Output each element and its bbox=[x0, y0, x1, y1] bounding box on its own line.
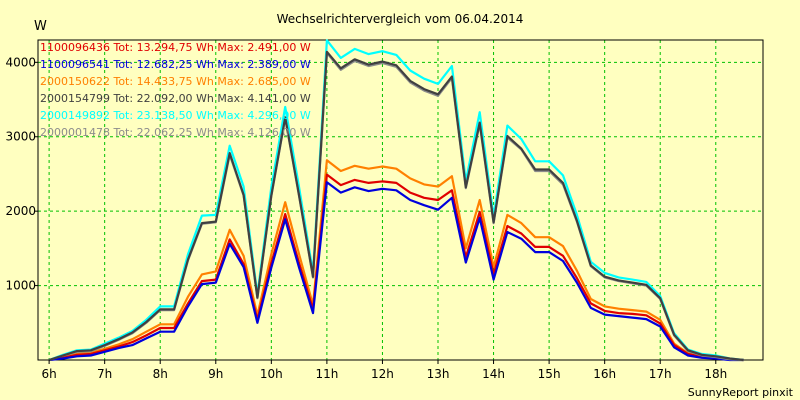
x-tick-label-12: 18h bbox=[704, 367, 727, 381]
footer-credit: SunnyReport pinxit bbox=[688, 386, 794, 399]
legend-entry-2000001478: 2000001478 Tot: 22.062,25 Wh Max: 4.126,… bbox=[40, 126, 311, 139]
series-line-2000150622 bbox=[48, 159, 744, 362]
x-tick-label-1: 7h bbox=[97, 367, 112, 381]
grid bbox=[38, 40, 763, 360]
y-axis-ticks: 1000 2000 3000 4000 bbox=[5, 55, 38, 293]
chart-title: Wechselrichtervergleich vom 06.04.2014 bbox=[277, 12, 524, 26]
x-tick-label-6: 12h bbox=[371, 367, 394, 381]
x-tick-label-2: 8h bbox=[153, 367, 168, 381]
y-tick-label-3: 4000 bbox=[5, 55, 36, 69]
y-tick-label-1: 2000 bbox=[5, 204, 36, 218]
x-tick-label-8: 14h bbox=[482, 367, 505, 381]
x-tick-label-5: 11h bbox=[315, 367, 338, 381]
series-line-2000154799 bbox=[48, 50, 744, 362]
legend-entry-2000154799: 2000154799 Tot: 22.092,00 Wh Max: 4.141,… bbox=[40, 92, 311, 105]
y-axis-unit: W bbox=[34, 19, 47, 34]
series-line-1100096436 bbox=[48, 173, 744, 362]
x-tick-label-3: 9h bbox=[208, 367, 223, 381]
series-lines bbox=[48, 39, 744, 362]
series-line-1100096541 bbox=[48, 181, 744, 362]
legend-entry-2000149892: 2000149892 Tot: 23.138,50 Wh Max: 4.296,… bbox=[40, 109, 311, 122]
legend-entry-2000150622: 2000150622 Tot: 14.433,75 Wh Max: 2.685,… bbox=[40, 75, 311, 88]
x-tick-label-7: 13h bbox=[427, 367, 450, 381]
legend-entry-1100096436: 1100096436 Tot: 13.294,75 Wh Max: 2.491,… bbox=[40, 41, 311, 54]
x-tick-label-0: 6h bbox=[41, 367, 56, 381]
y-tick-label-2: 3000 bbox=[5, 130, 36, 144]
x-tick-label-9: 15h bbox=[538, 367, 561, 381]
x-axis-ticks: 6h 7h 8h 9h 10h 11h 12h 13h 14h 15h 16h 17h 18h bbox=[41, 360, 727, 381]
series-line-2000149892 bbox=[48, 39, 744, 362]
plot-frame bbox=[37, 39, 764, 361]
legend-entry-1100096541: 1100096541 Tot: 12.682,25 Wh Max: 2.389,… bbox=[40, 58, 311, 71]
x-tick-label-10: 16h bbox=[593, 367, 616, 381]
y-tick-label-0: 1000 bbox=[5, 279, 36, 293]
x-tick-label-4: 10h bbox=[260, 367, 283, 381]
x-tick-label-11: 17h bbox=[649, 367, 672, 381]
legend: 1100096436 Tot: 13.294,75 Wh Max: 2.491,… bbox=[40, 41, 311, 139]
